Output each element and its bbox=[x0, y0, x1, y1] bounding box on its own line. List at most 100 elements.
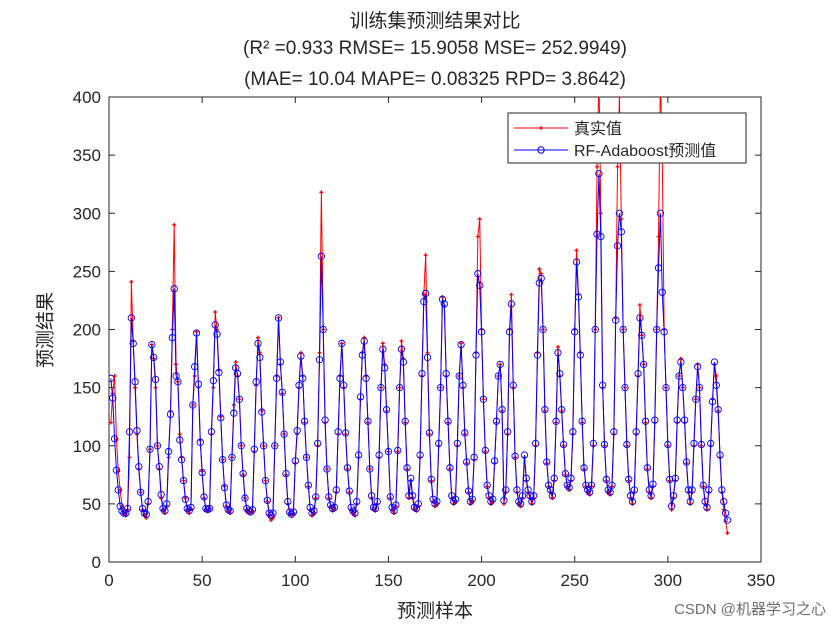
predicted-point bbox=[712, 381, 720, 389]
predicted-point bbox=[694, 363, 702, 371]
predicted-point bbox=[328, 504, 337, 513]
predicted-point bbox=[153, 442, 162, 450]
predicted-point bbox=[310, 507, 318, 515]
actual-point bbox=[615, 164, 620, 169]
predicted-point bbox=[630, 486, 638, 494]
predicted-point bbox=[205, 504, 214, 513]
predicted-point bbox=[580, 464, 588, 472]
predicted-point bbox=[496, 360, 504, 369]
actual-point bbox=[129, 279, 134, 284]
predicted-point bbox=[274, 314, 283, 322]
predicted-point bbox=[697, 440, 706, 449]
predicted-point bbox=[708, 397, 717, 406]
predicted-point bbox=[196, 438, 204, 446]
actual-point bbox=[714, 374, 719, 378]
actual-point bbox=[109, 420, 113, 425]
predicted-point bbox=[211, 321, 219, 329]
predicted-point bbox=[502, 486, 510, 494]
predicted-point bbox=[123, 504, 132, 513]
predicted-point bbox=[543, 458, 551, 466]
series-group bbox=[109, 97, 732, 535]
predicted-point bbox=[209, 376, 217, 385]
predicted-point bbox=[341, 429, 350, 437]
predicted-point bbox=[639, 360, 648, 369]
actual-point bbox=[475, 234, 480, 239]
predicted-point bbox=[571, 328, 579, 336]
predicted-point bbox=[151, 375, 160, 384]
predicted-point bbox=[120, 509, 128, 517]
legend-label: 真实值 bbox=[574, 120, 622, 138]
predicted-point bbox=[313, 439, 322, 448]
y-tick-label: 50 bbox=[82, 495, 101, 514]
predicted-point bbox=[556, 370, 564, 378]
predicted-point bbox=[179, 476, 188, 485]
predicted-point bbox=[187, 503, 195, 512]
predicted-point bbox=[248, 506, 257, 514]
predicted-point bbox=[597, 232, 605, 241]
predicted-point bbox=[397, 345, 406, 353]
predicted-point bbox=[338, 339, 346, 348]
predicted-point bbox=[109, 374, 115, 382]
predicted-point bbox=[589, 439, 597, 448]
predicted-point bbox=[625, 475, 633, 484]
predicted-point bbox=[308, 509, 316, 517]
predicted-point bbox=[276, 358, 285, 366]
predicted-point bbox=[613, 242, 622, 250]
predicted-point bbox=[563, 481, 571, 489]
watermark: CSDN @机器学习之心 bbox=[674, 601, 826, 618]
predicted-point bbox=[161, 507, 169, 515]
predicted-point bbox=[632, 428, 640, 436]
predicted-point bbox=[604, 486, 612, 494]
predicted-point bbox=[451, 495, 460, 503]
predicted-point bbox=[269, 509, 277, 517]
predicted-point bbox=[682, 458, 691, 466]
predicted-point bbox=[263, 496, 271, 505]
predicted-point bbox=[345, 487, 353, 495]
predicted-point bbox=[667, 502, 676, 510]
actual-point bbox=[477, 217, 482, 222]
predicted-point bbox=[280, 430, 288, 438]
actual-point bbox=[688, 501, 693, 506]
predicted-point bbox=[267, 511, 275, 520]
predicted-point bbox=[291, 457, 299, 465]
actual-point bbox=[380, 341, 385, 346]
predicted-point bbox=[548, 492, 557, 500]
actual-point bbox=[233, 360, 238, 365]
x-axis-label: 预测样本 bbox=[396, 601, 474, 622]
predicted-point bbox=[436, 383, 445, 392]
predicted-point bbox=[250, 445, 258, 453]
predicted-point bbox=[347, 503, 355, 512]
predicted-point bbox=[582, 481, 590, 489]
predicted-point bbox=[669, 492, 678, 500]
predicted-point bbox=[375, 451, 383, 459]
predicted-point bbox=[442, 370, 450, 378]
actual-point bbox=[213, 310, 218, 315]
predicted-point bbox=[373, 497, 381, 506]
predicted-point bbox=[420, 297, 428, 306]
predicted-point bbox=[513, 486, 521, 494]
actual-point bbox=[567, 487, 572, 492]
predicted-point bbox=[492, 417, 501, 425]
predicted-point bbox=[585, 488, 594, 496]
predicted-line bbox=[110, 173, 728, 521]
predicted-point bbox=[323, 465, 331, 473]
predicted-point bbox=[131, 378, 139, 386]
predicted-point bbox=[170, 285, 178, 293]
predicted-point bbox=[343, 464, 352, 472]
predicted-point bbox=[517, 500, 525, 508]
actual-point bbox=[509, 292, 514, 297]
actual-point bbox=[608, 492, 613, 497]
predicted-point bbox=[660, 328, 668, 336]
predicted-point bbox=[416, 451, 424, 459]
predicted-point bbox=[721, 509, 730, 517]
predicted-point bbox=[599, 381, 607, 389]
predicted-point bbox=[723, 516, 732, 524]
actual-point bbox=[630, 501, 635, 506]
actual-point bbox=[399, 339, 404, 344]
predicted-point bbox=[408, 492, 417, 500]
y-tick-label: 200 bbox=[73, 321, 101, 340]
chart-subtitle-metrics-1: (R² =0.933 RMSE= 15.9058 MSE= 252.9949) bbox=[243, 38, 627, 59]
predicted-point bbox=[623, 440, 631, 449]
predicted-point bbox=[284, 497, 292, 506]
predicted-point bbox=[449, 497, 458, 506]
